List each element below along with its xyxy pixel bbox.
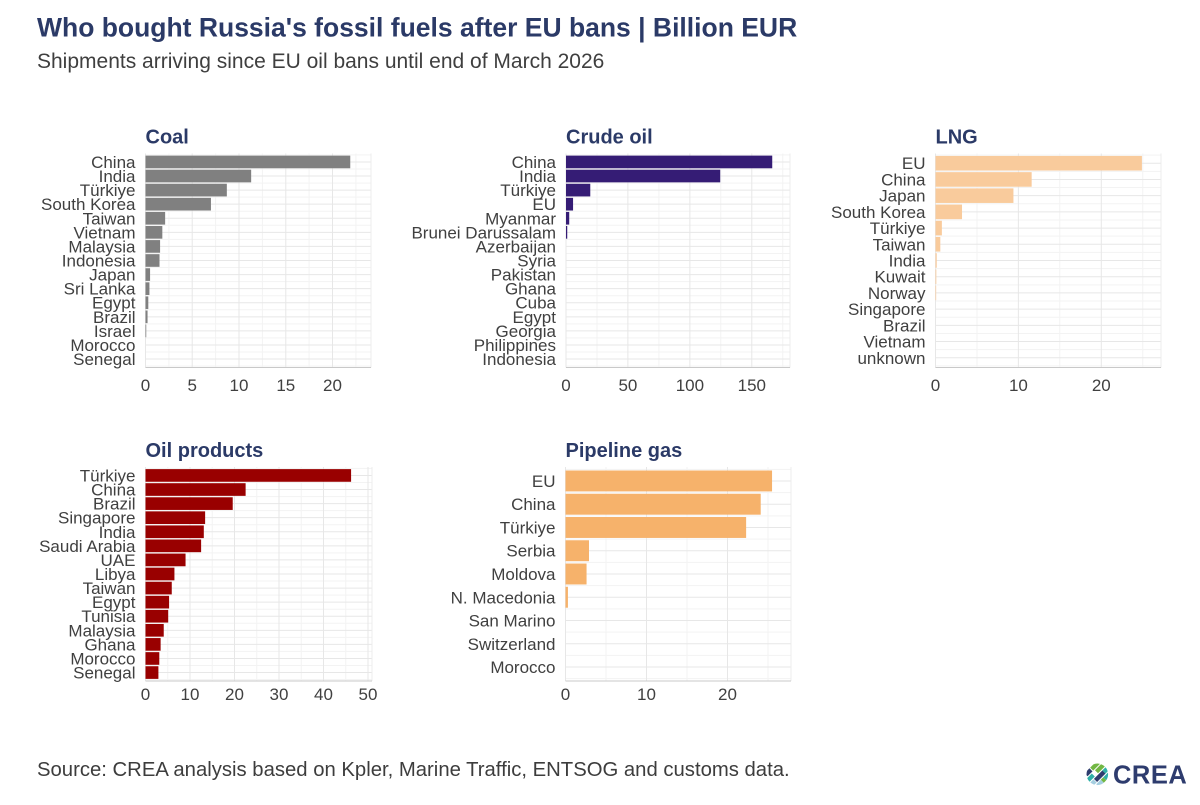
svg-text:China: China (91, 481, 136, 500)
svg-text:EU: EU (532, 195, 556, 214)
svg-text:Israel: Israel (94, 322, 136, 341)
svg-text:Egypt: Egypt (513, 308, 557, 327)
svg-text:Japan: Japan (89, 266, 135, 285)
svg-text:15: 15 (276, 376, 295, 395)
svg-text:Taiwan: Taiwan (83, 579, 136, 598)
svg-text:Singapore: Singapore (848, 300, 926, 319)
svg-text:India: India (99, 167, 136, 186)
svg-text:Shipments arriving since EU oi: Shipments arriving since EU oil bans unt… (37, 50, 604, 73)
svg-text:Philippines: Philippines (474, 336, 556, 355)
svg-text:unknown: unknown (857, 349, 925, 368)
svg-text:Indonesia: Indonesia (62, 252, 136, 271)
svg-text:CREA: CREA (1113, 762, 1187, 790)
svg-text:Syria: Syria (517, 252, 556, 271)
svg-text:Malaysia: Malaysia (68, 237, 136, 256)
svg-text:50: 50 (618, 376, 637, 395)
svg-text:0: 0 (931, 376, 940, 395)
svg-text:0: 0 (141, 376, 150, 395)
svg-text:Switzerland: Switzerland (468, 635, 556, 654)
svg-text:Morocco: Morocco (70, 336, 135, 355)
svg-text:Brunei Darussalam: Brunei Darussalam (411, 223, 556, 242)
svg-text:0: 0 (561, 685, 570, 704)
svg-text:N. Macedonia: N. Macedonia (451, 588, 556, 607)
svg-text:50: 50 (359, 685, 378, 704)
svg-text:Coal: Coal (146, 127, 189, 149)
svg-text:EU: EU (532, 472, 556, 491)
svg-text:China: China (512, 153, 557, 172)
svg-text:Morocco: Morocco (490, 658, 555, 677)
svg-text:Malaysia: Malaysia (68, 621, 136, 640)
svg-text:Brazil: Brazil (93, 495, 136, 514)
svg-text:10: 10 (637, 685, 656, 704)
svg-text:South Korea: South Korea (831, 203, 926, 222)
svg-text:40: 40 (314, 685, 333, 704)
svg-text:Japan: Japan (879, 187, 925, 206)
svg-text:Cuba: Cuba (515, 294, 556, 313)
svg-text:0: 0 (141, 685, 150, 704)
svg-text:20: 20 (225, 685, 244, 704)
svg-text:Serbia: Serbia (506, 542, 556, 561)
svg-text:Türkiye: Türkiye (80, 181, 136, 200)
svg-text:LNG: LNG (936, 127, 978, 149)
svg-text:10: 10 (230, 376, 249, 395)
svg-text:South Korea: South Korea (41, 195, 136, 214)
svg-text:Libya: Libya (95, 565, 136, 584)
svg-text:Oil products: Oil products (146, 440, 264, 462)
svg-text:Taiwan: Taiwan (83, 209, 136, 228)
svg-text:Egypt: Egypt (92, 294, 136, 313)
svg-text:30: 30 (270, 685, 289, 704)
svg-text:10: 10 (181, 685, 200, 704)
svg-text:Norway: Norway (868, 284, 926, 303)
svg-text:Crude oil: Crude oil (566, 127, 653, 149)
svg-text:Brazil: Brazil (883, 316, 926, 335)
svg-text:Myanmar: Myanmar (485, 209, 556, 228)
svg-text:China: China (91, 153, 136, 172)
svg-text:Taiwan: Taiwan (873, 235, 926, 254)
svg-text:San Marino: San Marino (469, 612, 556, 631)
svg-text:Ghana: Ghana (84, 635, 136, 654)
svg-text:Egypt: Egypt (92, 593, 136, 612)
svg-text:10: 10 (1009, 376, 1028, 395)
svg-text:Senegal: Senegal (73, 664, 135, 683)
svg-text:Senegal: Senegal (73, 350, 135, 369)
svg-text:India: India (99, 523, 136, 542)
svg-text:5: 5 (187, 376, 196, 395)
svg-text:China: China (881, 170, 926, 189)
svg-text:China: China (511, 495, 556, 514)
svg-text:Kuwait: Kuwait (874, 268, 925, 287)
svg-text:Azerbaijan: Azerbaijan (476, 237, 556, 256)
svg-text:20: 20 (323, 376, 342, 395)
svg-text:150: 150 (738, 376, 766, 395)
svg-text:20: 20 (1092, 376, 1111, 395)
svg-text:Brazil: Brazil (93, 308, 136, 327)
svg-text:Türkiye: Türkiye (870, 219, 926, 238)
svg-text:Who bought Russia's fossil fue: Who bought Russia's fossil fuels after E… (37, 13, 797, 43)
svg-text:Georgia: Georgia (496, 322, 557, 341)
svg-text:EU: EU (902, 154, 926, 173)
svg-text:Source: CREA analysis based on: Source: CREA analysis based on Kpler, Ma… (37, 759, 790, 781)
svg-text:Indonesia: Indonesia (482, 350, 556, 369)
svg-text:Tunisia: Tunisia (81, 607, 136, 626)
svg-text:0: 0 (561, 376, 570, 395)
svg-text:India: India (519, 167, 556, 186)
svg-text:Türkiye: Türkiye (500, 181, 556, 200)
svg-text:20: 20 (718, 685, 737, 704)
svg-text:Vietnam: Vietnam (863, 333, 925, 352)
svg-text:Moldova: Moldova (491, 565, 556, 584)
svg-text:India: India (889, 252, 926, 271)
svg-text:UAE: UAE (101, 551, 136, 570)
svg-text:Türkiye: Türkiye (500, 518, 556, 537)
svg-text:Singapore: Singapore (58, 509, 136, 528)
svg-text:100: 100 (676, 376, 704, 395)
svg-text:Sri Lanka: Sri Lanka (64, 280, 136, 299)
svg-text:Pipeline gas: Pipeline gas (566, 440, 683, 462)
svg-text:Morocco: Morocco (70, 649, 135, 668)
svg-text:Pakistan: Pakistan (491, 266, 556, 285)
svg-text:Türkiye: Türkiye (80, 466, 136, 485)
svg-text:Saudi Arabia: Saudi Arabia (39, 537, 136, 556)
svg-text:Vietnam: Vietnam (73, 223, 135, 242)
svg-text:Ghana: Ghana (505, 280, 557, 299)
